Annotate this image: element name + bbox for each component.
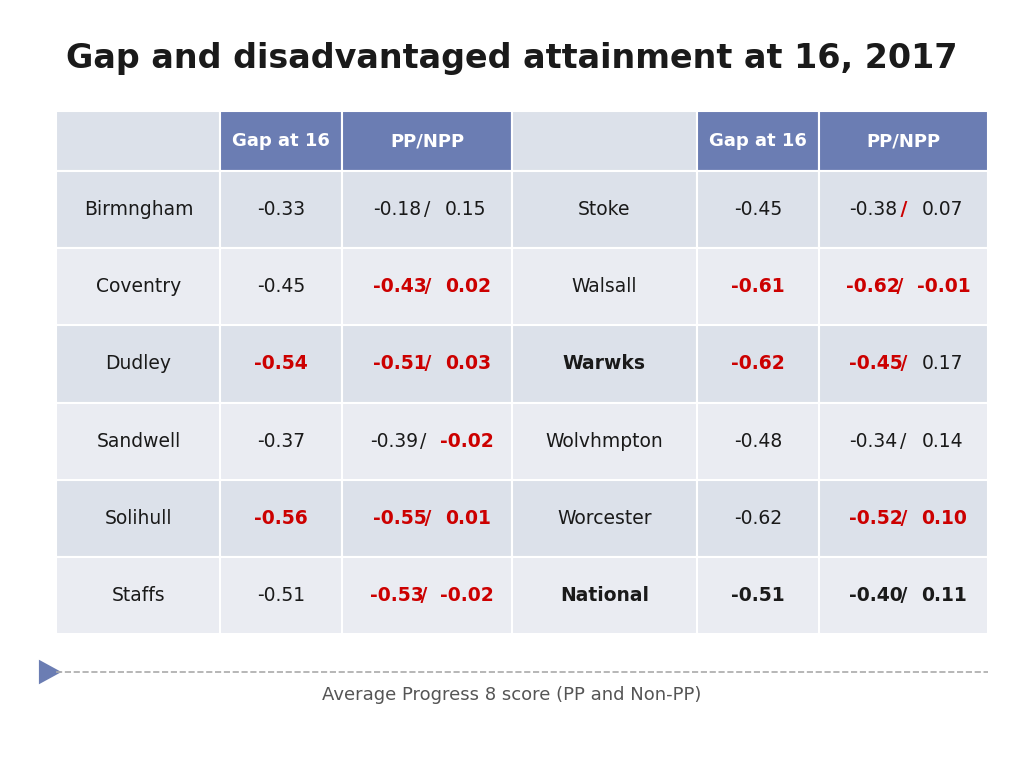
Text: -0.54: -0.54 [254,355,308,373]
Text: /: / [894,508,914,528]
Text: Gap and disadvantaged attainment at 16, 2017: Gap and disadvantaged attainment at 16, … [67,42,957,75]
Text: -0.02: -0.02 [440,585,494,604]
Text: -0.37: -0.37 [257,432,305,451]
Text: -0.01: -0.01 [916,277,971,296]
Text: -0.51: -0.51 [731,585,784,604]
Text: 0.03: 0.03 [445,355,492,373]
Text: -0.55: -0.55 [373,508,427,528]
Text: -0.53: -0.53 [370,585,424,604]
Text: /: / [418,355,438,373]
Text: 0.17: 0.17 [922,355,963,373]
Text: Staffs: Staffs [112,585,165,604]
Text: -0.43: -0.43 [373,277,427,296]
Text: National: National [560,585,649,604]
Text: 0.11: 0.11 [922,585,968,604]
Text: Worcester: Worcester [557,508,651,528]
Text: -0.18: -0.18 [373,200,421,220]
Text: -0.62: -0.62 [846,277,900,296]
Text: PP/NPP: PP/NPP [390,132,464,151]
Text: -0.51: -0.51 [257,585,305,604]
Text: /: / [894,200,914,220]
Text: Sandwell: Sandwell [96,432,180,451]
Text: Average Progress 8 score (PP and Non-PP): Average Progress 8 score (PP and Non-PP) [323,686,701,703]
Text: -0.33: -0.33 [257,200,305,220]
Text: 0.10: 0.10 [922,508,968,528]
Text: /: / [894,432,912,451]
Text: -0.52: -0.52 [850,508,903,528]
Text: /: / [418,200,436,220]
Text: -0.40: -0.40 [849,585,903,604]
Text: 0.14: 0.14 [922,432,964,451]
Text: /: / [418,508,438,528]
Text: 0.15: 0.15 [445,200,486,220]
Text: -0.02: -0.02 [440,432,494,451]
Text: /: / [414,585,433,604]
Text: Gap at 16: Gap at 16 [232,132,331,151]
Text: /: / [414,432,432,451]
Text: 0.01: 0.01 [445,508,490,528]
Text: Stoke: Stoke [579,200,631,220]
Text: /: / [894,585,914,604]
Text: PP/NPP: PP/NPP [866,132,940,151]
Text: Walsall: Walsall [571,277,637,296]
Text: Warwks: Warwks [563,355,646,373]
Text: /: / [418,277,438,296]
Text: Coventry: Coventry [96,277,181,296]
Text: Dudley: Dudley [105,355,171,373]
Text: -0.34: -0.34 [849,432,898,451]
Text: -0.39: -0.39 [370,432,418,451]
Text: 0.02: 0.02 [445,277,490,296]
Text: -0.45: -0.45 [849,355,903,373]
Text: -0.45: -0.45 [734,200,782,220]
Text: /: / [890,277,910,296]
Text: -0.38: -0.38 [850,200,898,220]
Text: /: / [894,355,914,373]
Text: Gap at 16: Gap at 16 [709,132,807,151]
Text: 0.07: 0.07 [922,200,963,220]
Text: Wolvhmpton: Wolvhmpton [546,432,664,451]
Text: -0.45: -0.45 [257,277,305,296]
Text: -0.62: -0.62 [731,355,784,373]
Text: Solihull: Solihull [104,508,172,528]
Text: -0.61: -0.61 [731,277,784,296]
Text: -0.48: -0.48 [734,432,782,451]
Text: -0.56: -0.56 [254,508,308,528]
Text: -0.62: -0.62 [734,508,782,528]
Text: Birmngham: Birmngham [84,200,194,220]
Text: -0.51: -0.51 [373,355,427,373]
